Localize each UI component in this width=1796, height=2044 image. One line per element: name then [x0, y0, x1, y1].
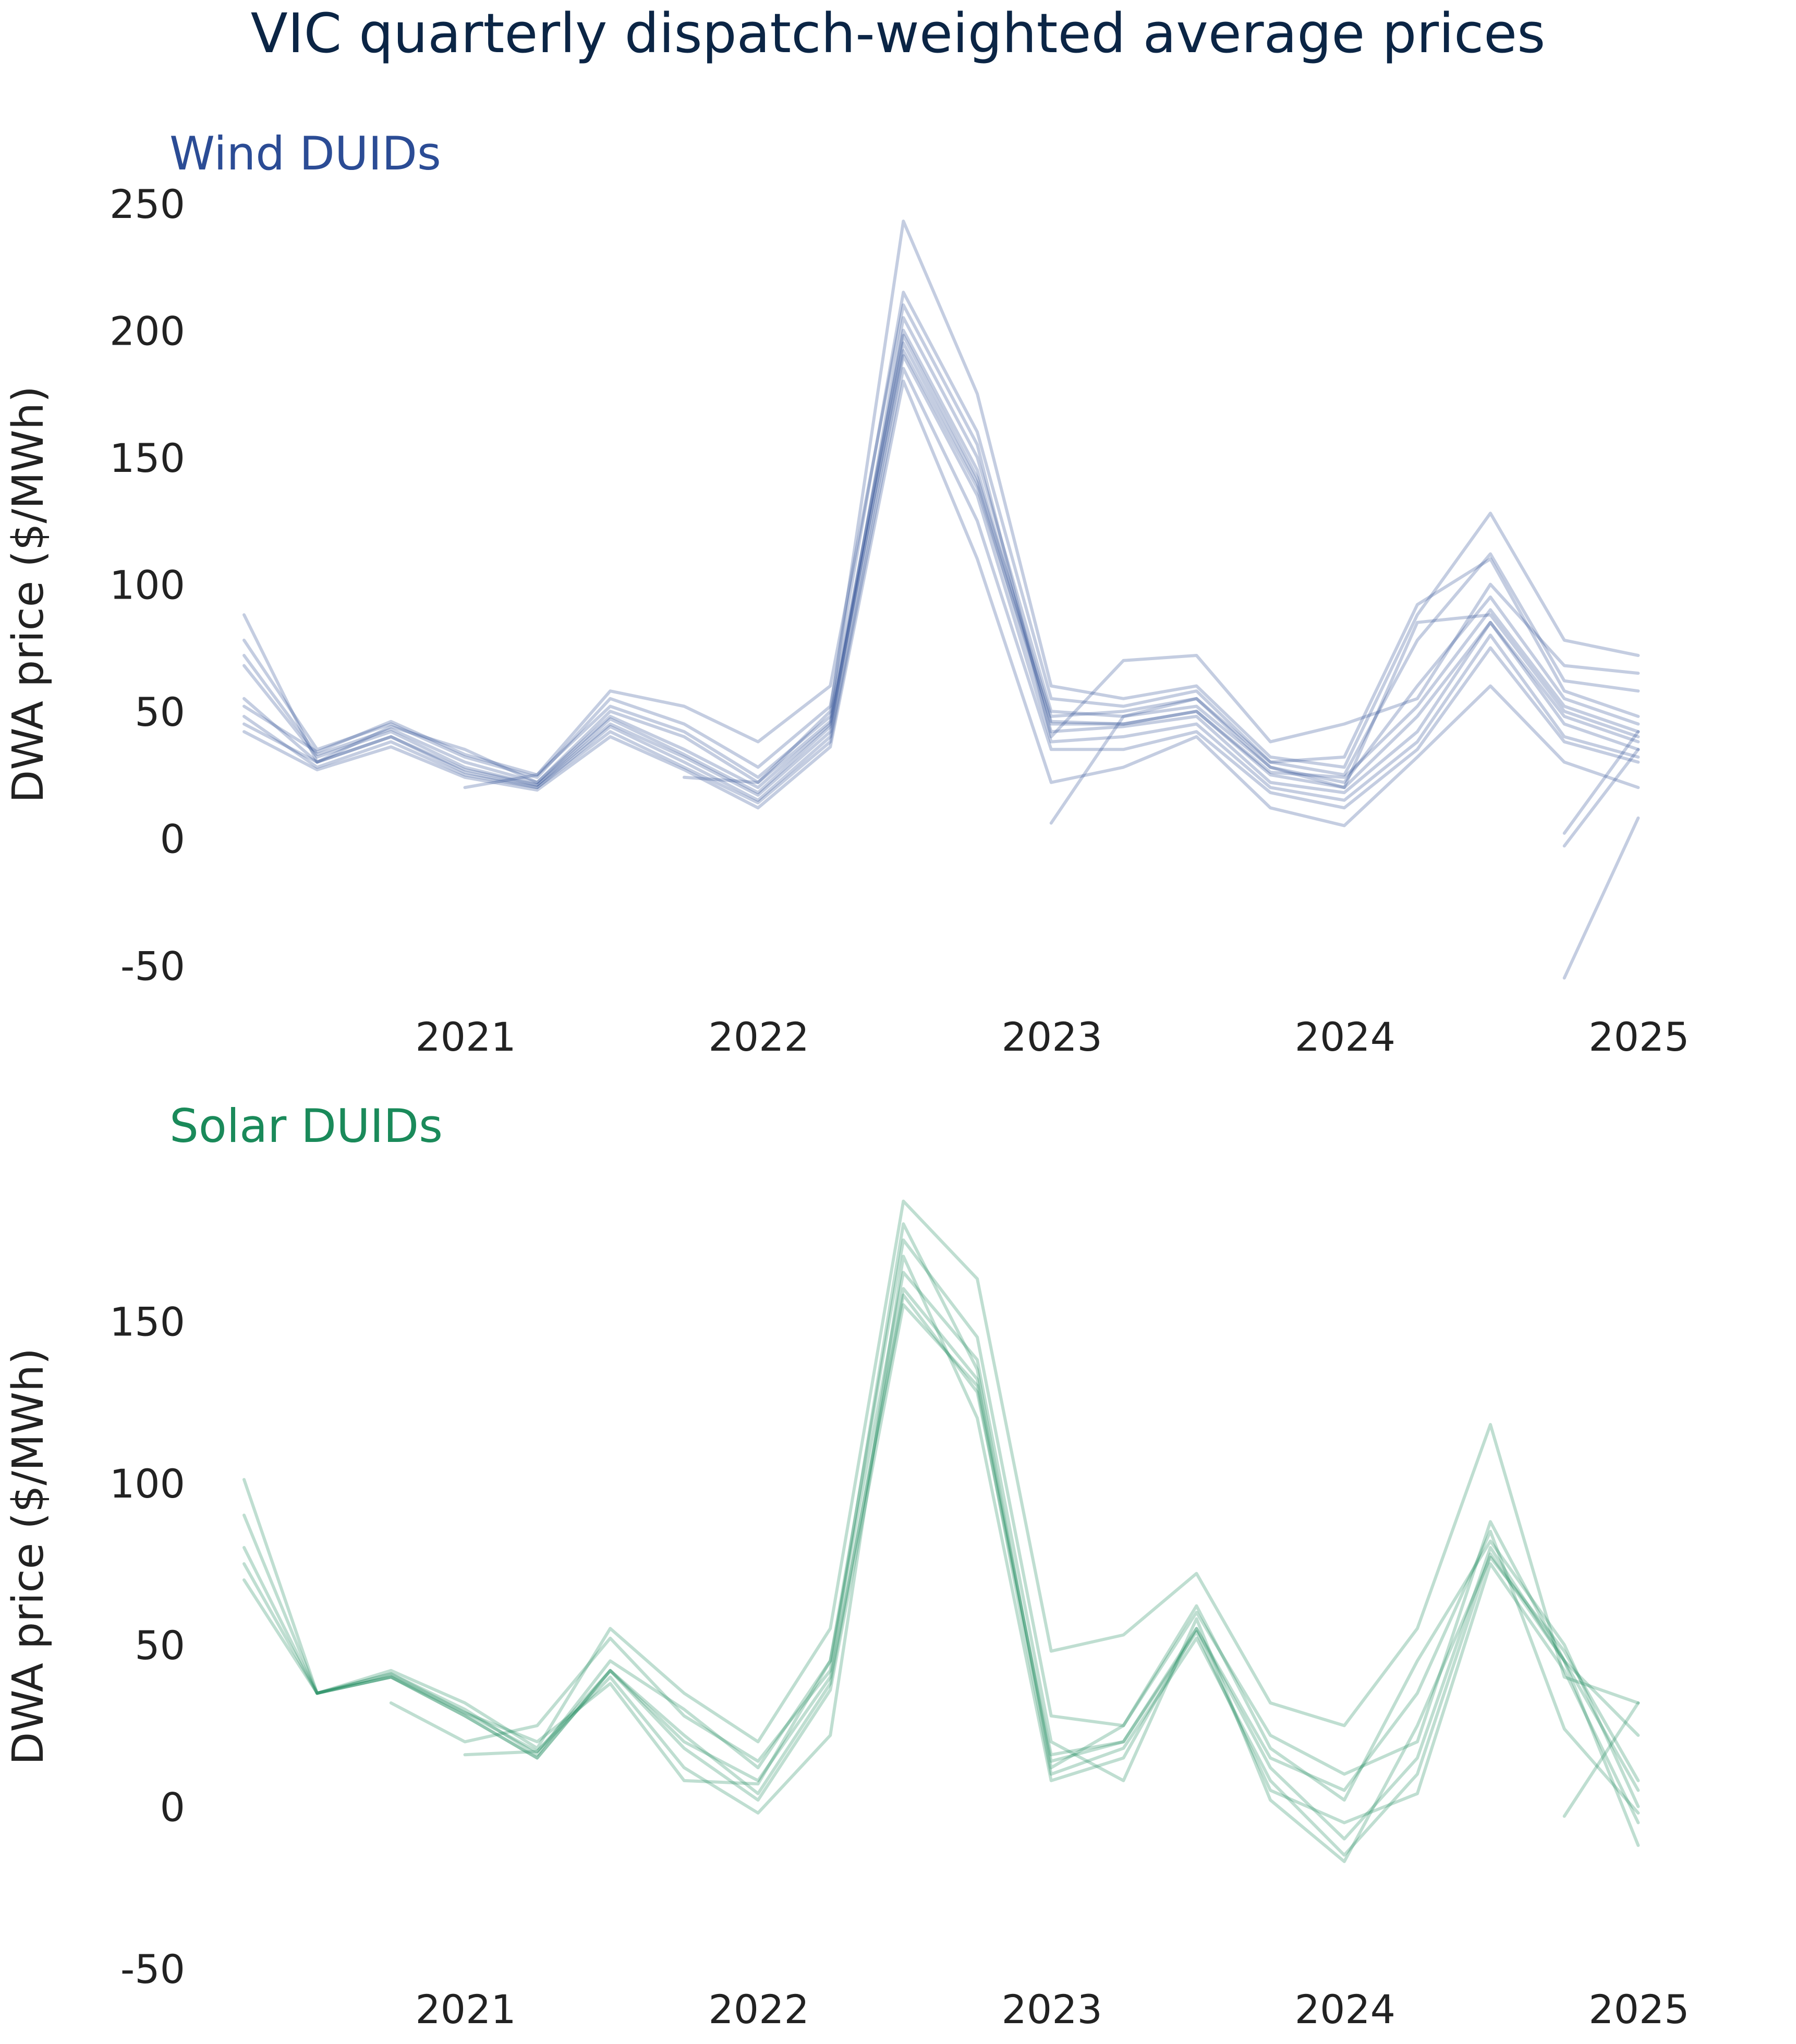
solar-series-line-1 — [242, 1199, 1640, 1750]
solar-series-line-5 — [242, 1255, 1640, 1815]
wind-series-line-14 — [1562, 730, 1640, 835]
solar-y-axis-label: DWA price ($/MWh) — [4, 1348, 53, 1765]
wind-panel: Wind DUIDs DWA price ($/MWh) -50 0 50 100 150 2… — [4, 127, 1690, 1060]
wind-y-tick-label: 0 — [160, 816, 185, 862]
wind-series-line-3 — [242, 341, 1640, 795]
wind-y-tick-label: 100 — [110, 562, 185, 609]
solar-panel-title: Solar DUIDs — [169, 1099, 443, 1153]
solar-series-line-2 — [242, 1238, 1640, 1776]
wind-series-line-5 — [242, 354, 1640, 802]
solar-series-line-3 — [242, 1287, 1640, 1841]
wind-series-line-2 — [242, 328, 1640, 789]
wind-series-line-7 — [242, 316, 1640, 797]
wind-series-line-8 — [242, 380, 1640, 828]
wind-x-tick-label: 2025 — [1588, 1014, 1689, 1060]
wind-x-tick-label: 2022 — [708, 1014, 809, 1060]
solar-x-tick-label: 2022 — [708, 1986, 809, 2033]
wind-series-line-15 — [1562, 748, 1640, 848]
solar-y-tick-label: -50 — [120, 1946, 185, 1992]
solar-series-line-9 — [1562, 1701, 1640, 1818]
wind-y-tick-label: 200 — [110, 308, 185, 355]
solar-y-tick-label: 100 — [110, 1461, 185, 1507]
wind-series-line-6 — [242, 367, 1640, 810]
solar-y-tick-label: 50 — [135, 1622, 185, 1669]
wind-series-line-9 — [242, 303, 1640, 776]
wind-series-line-12 — [1049, 620, 1640, 825]
wind-panel-title: Wind DUIDs — [169, 127, 441, 180]
wind-y-tick-label: 150 — [110, 435, 185, 481]
solar-x-tick-label: 2025 — [1588, 1986, 1689, 2033]
wind-series-line-13 — [1562, 816, 1640, 980]
wind-y-tick-label: -50 — [120, 943, 185, 989]
solar-x-tick-label: 2024 — [1295, 1986, 1395, 2033]
solar-x-tick-label: 2023 — [1002, 1986, 1102, 2033]
solar-panel: Solar DUIDs DWA price ($/MWh) -50 0 50 100 150… — [4, 1099, 1690, 2033]
wind-series-line-4 — [242, 290, 1640, 779]
wind-y-axis-label: DWA price ($/MWh) — [4, 386, 53, 803]
wind-y-tick-label: 250 — [110, 181, 185, 227]
wind-series-line-1 — [242, 220, 1640, 784]
solar-x-tick-label: 2021 — [415, 1986, 516, 2033]
wind-x-tick-label: 2024 — [1295, 1014, 1395, 1060]
solar-series-line-7 — [389, 1222, 1640, 1808]
wind-x-tick-label: 2021 — [415, 1014, 516, 1060]
solar-series-line-4 — [242, 1303, 1640, 1857]
wind-x-tick-label: 2023 — [1002, 1014, 1102, 1060]
solar-series-line-6 — [315, 1271, 1640, 1864]
wind-series-line-10 — [463, 334, 1640, 789]
solar-series-line-8 — [463, 1293, 1640, 1824]
wind-y-tick-label: 50 — [135, 689, 185, 735]
solar-y-tick-label: 0 — [160, 1784, 185, 1831]
solar-y-tick-label: 150 — [110, 1298, 185, 1345]
figure-title: VIC quarterly dispatch-weighted average … — [251, 2, 1546, 65]
wind-series-line-11 — [682, 349, 1640, 784]
